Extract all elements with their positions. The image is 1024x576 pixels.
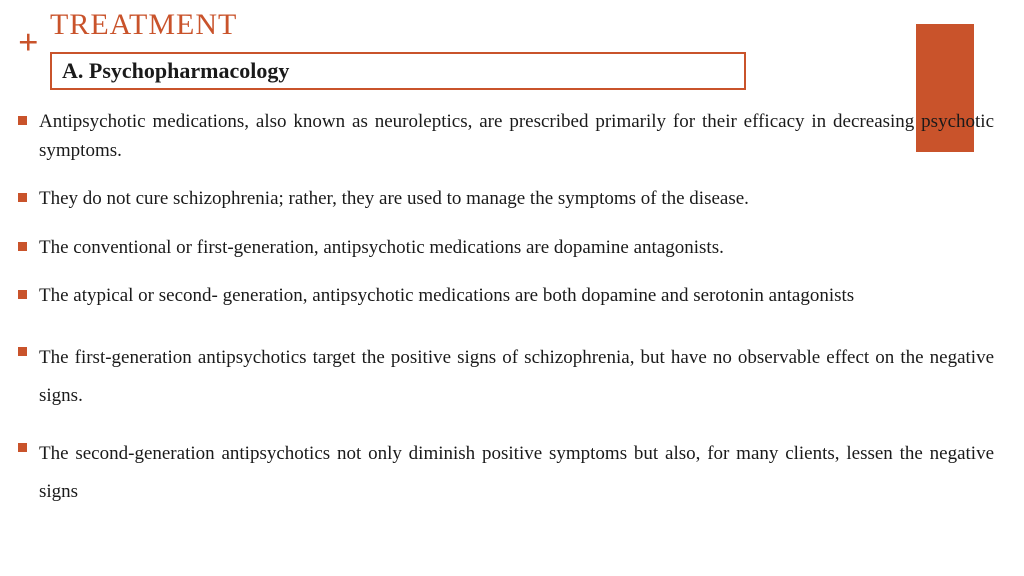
bullet-square-icon <box>18 443 27 452</box>
bullet-square-icon <box>18 347 27 356</box>
list-item: The conventional or first-generation, an… <box>18 234 994 263</box>
subtitle-box: A. Psychopharmacology <box>50 52 746 90</box>
list-item: The second-generation antipsychotics not… <box>18 435 994 511</box>
bullet-list: Antipsychotic medications, also known as… <box>18 108 994 531</box>
page-title: TREATMENT <box>50 8 237 42</box>
bullet-square-icon <box>18 242 27 251</box>
subtitle-text: A. Psychopharmacology <box>62 58 734 84</box>
bullet-text: The first-generation antipsychotics targ… <box>39 339 994 415</box>
bullet-text: They do not cure schizophrenia; rather, … <box>39 185 994 214</box>
bullet-square-icon <box>18 193 27 202</box>
bullet-square-icon <box>18 290 27 299</box>
bullet-text: The conventional or first-generation, an… <box>39 234 994 263</box>
list-item: Antipsychotic medications, also known as… <box>18 108 994 165</box>
plus-icon: + <box>18 24 39 60</box>
list-item: They do not cure schizophrenia; rather, … <box>18 185 994 214</box>
bullet-square-icon <box>18 116 27 125</box>
list-item: The first-generation antipsychotics targ… <box>18 339 994 415</box>
list-item: The atypical or second- generation, anti… <box>18 282 994 311</box>
bullet-text: The atypical or second- generation, anti… <box>39 282 994 311</box>
bullet-text: Antipsychotic medications, also known as… <box>39 108 994 165</box>
bullet-text: The second-generation antipsychotics not… <box>39 435 994 511</box>
